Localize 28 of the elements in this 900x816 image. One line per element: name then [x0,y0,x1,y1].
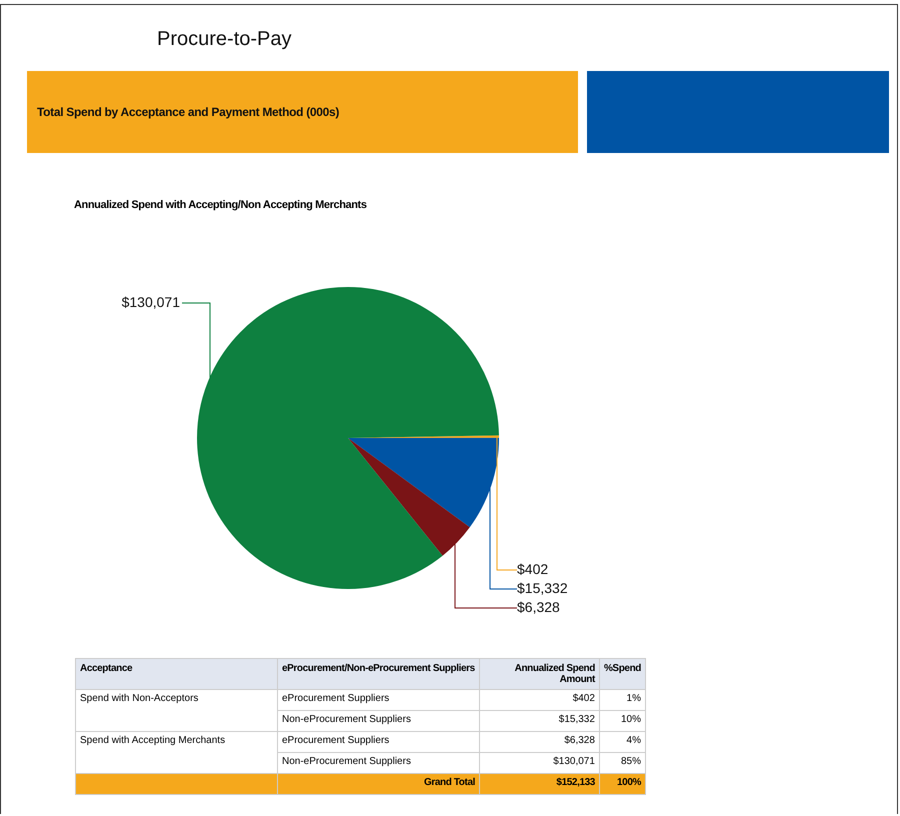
text: %Spend [599,658,646,690]
text: 4% [599,732,646,752]
text: $6,328 [564,735,595,746]
text: 100% [599,774,646,794]
text: 1% [599,690,646,710]
text: Acceptance [76,658,278,690]
data-label: $130,071 [122,294,180,310]
text: Non-eProcurement Suppliers [278,752,480,774]
data-label: $402 [517,560,548,577]
text: Annualized Spend Amount [480,658,600,690]
text: Non-eProcurement Suppliers [278,710,480,732]
text: eProcurement Suppliers [278,690,480,710]
text: Spend with Accepting Merchants [76,732,278,774]
text: $130,071 [553,756,595,767]
text: 85% [599,752,646,774]
text: eProcurement Suppliers [278,732,480,752]
data-label: $6,328 [517,598,560,615]
text: $152,133 [480,774,600,794]
text: $402 [572,693,595,704]
chart-subtitle: Total Spend by Acceptance and Payment Method (000s) [37,105,340,119]
text: Grand Total [278,774,480,794]
data-label: $15,332 [517,580,568,596]
text: eProcurement/Non-eProcurement Suppliers [278,658,480,690]
text: 10% [599,710,646,732]
text: Annualized Spend with Accepting/Non Accepting Merchants [74,199,367,211]
text: Spend with Non-Acceptors [76,690,278,732]
chart-title: Procure-to-Pay [157,28,292,51]
text: $15,332 [558,714,595,725]
